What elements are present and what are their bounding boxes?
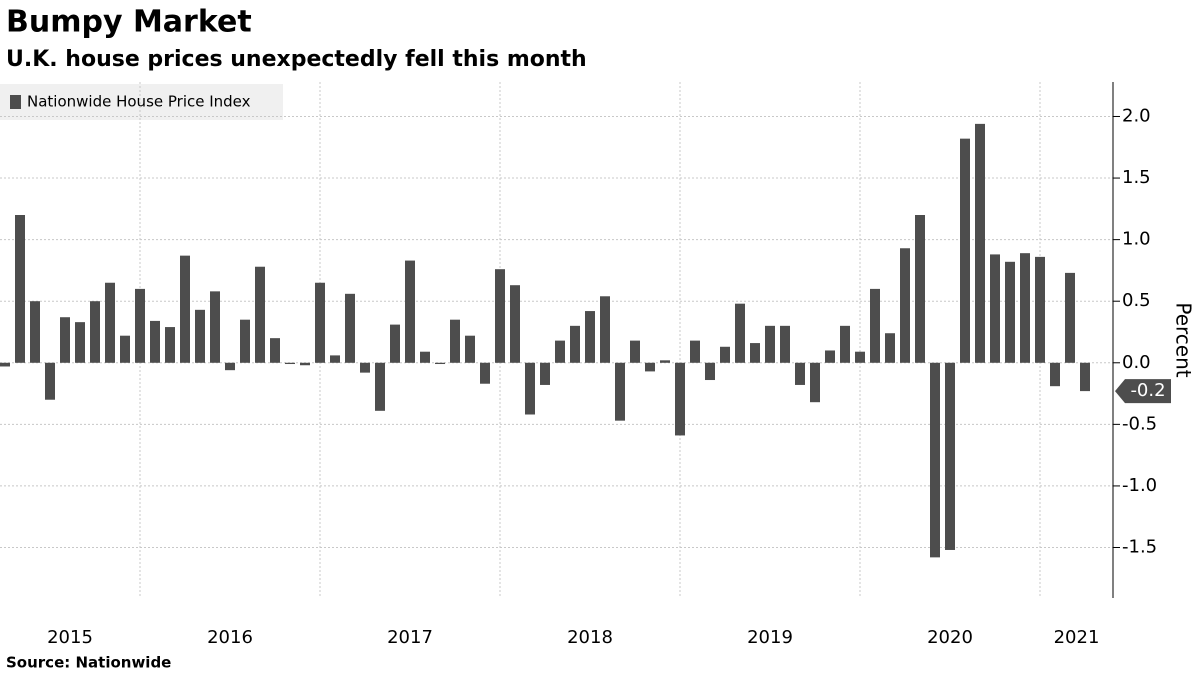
bar — [1020, 253, 1030, 363]
bar — [690, 340, 700, 363]
bar — [30, 301, 40, 363]
x-tick-label: 2021 — [1054, 627, 1100, 648]
legend-label: Nationwide House Price Index — [27, 93, 251, 111]
bar — [45, 362, 55, 400]
bar — [795, 362, 805, 385]
bar — [1065, 272, 1075, 363]
bar — [885, 333, 895, 363]
bar — [870, 288, 880, 363]
y-tick-label: 0.0 — [1122, 352, 1151, 373]
bar — [360, 362, 370, 373]
bar — [210, 291, 220, 363]
bar — [765, 325, 775, 363]
value-label-box — [1115, 379, 1171, 404]
bar — [330, 355, 340, 363]
bar — [435, 362, 445, 365]
bar — [240, 319, 250, 363]
bar — [810, 362, 820, 403]
bar — [720, 346, 730, 363]
bar — [60, 317, 70, 363]
x-tick-label: 2015 — [47, 627, 93, 648]
x-tick-label: 2016 — [207, 627, 253, 648]
x-tick-label: 2019 — [747, 627, 793, 648]
bar — [480, 362, 490, 384]
bar — [510, 285, 520, 363]
y-tick-label: 0.5 — [1122, 290, 1151, 311]
bar — [345, 293, 355, 363]
bar — [1005, 261, 1015, 363]
bar — [675, 362, 685, 436]
bar — [1050, 362, 1060, 387]
bar — [450, 319, 460, 363]
bar — [825, 350, 835, 363]
legend-swatch — [10, 95, 21, 109]
bar — [900, 248, 910, 363]
bar — [750, 343, 760, 363]
bar — [615, 362, 625, 421]
bar — [300, 362, 310, 366]
y-tick-label: 2.0 — [1122, 105, 1151, 126]
x-tick-label: 2020 — [927, 627, 973, 648]
y-tick-label: 1.0 — [1122, 229, 1151, 250]
bar — [195, 309, 205, 363]
bar — [975, 123, 985, 363]
bar — [660, 360, 670, 363]
bar — [315, 282, 325, 363]
bar — [105, 282, 115, 363]
bar — [270, 338, 280, 363]
bar — [570, 325, 580, 363]
y-tick-label: 1.5 — [1122, 167, 1151, 188]
bar — [630, 340, 640, 363]
bar — [960, 138, 970, 363]
bar — [0, 362, 10, 367]
bar — [75, 322, 85, 363]
y-tick-label: -1.0 — [1122, 475, 1157, 496]
bar — [855, 351, 865, 363]
bar — [180, 255, 190, 363]
bar — [465, 335, 475, 363]
bar — [585, 311, 595, 363]
bar — [540, 362, 550, 385]
bar — [1035, 256, 1045, 363]
bar — [390, 324, 400, 363]
bar — [645, 362, 655, 372]
bar — [150, 320, 160, 363]
bar — [120, 335, 130, 363]
source: Source: Nationwide — [6, 654, 171, 672]
x-tick-label: 2017 — [387, 627, 433, 648]
bar — [840, 325, 850, 363]
bar — [135, 288, 145, 363]
chart-subtitle: U.K. house prices unexpectedly fell this… — [6, 47, 587, 72]
bar — [15, 215, 25, 363]
bar — [555, 340, 565, 363]
bar — [375, 362, 385, 411]
y-tick-label: -0.5 — [1122, 413, 1157, 434]
bar — [525, 362, 535, 415]
bar — [90, 301, 100, 363]
bar — [420, 351, 430, 363]
y-tick-label: -1.5 — [1122, 537, 1157, 558]
bar — [600, 296, 610, 363]
bar — [930, 362, 940, 558]
bar — [165, 327, 175, 363]
bar — [945, 362, 955, 550]
y-axis-label: Percent — [1172, 302, 1196, 377]
value-label: -0.2 — [1130, 380, 1165, 401]
bar — [780, 325, 790, 363]
bar — [495, 269, 505, 363]
bar — [990, 254, 1000, 363]
bar — [705, 362, 715, 381]
bar — [735, 303, 745, 363]
x-tick-label: 2018 — [567, 627, 613, 648]
bar — [225, 362, 235, 371]
legend-box — [0, 84, 283, 120]
bar — [285, 362, 295, 365]
bar — [1080, 362, 1090, 392]
bar — [405, 260, 415, 363]
chart-title: Bumpy Market — [6, 5, 252, 40]
bar — [255, 266, 265, 363]
bar — [915, 215, 925, 363]
